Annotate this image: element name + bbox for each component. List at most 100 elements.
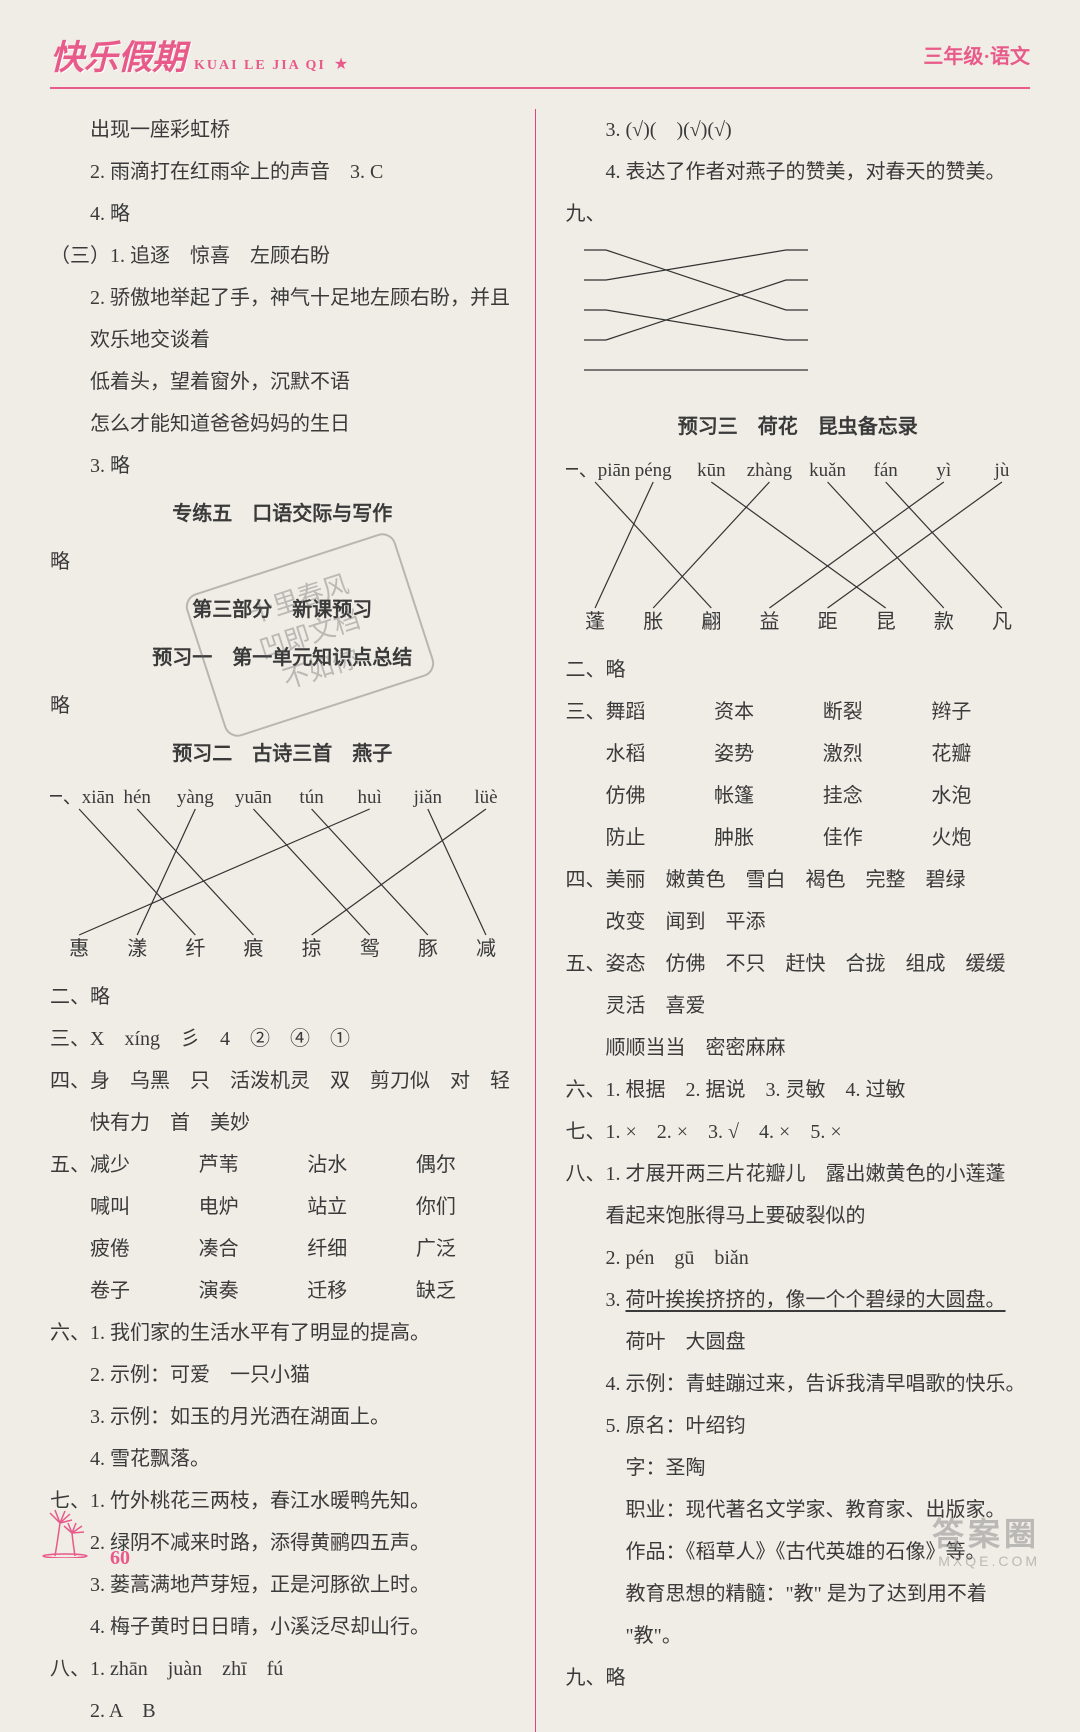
- svg-text:jiǎn: jiǎn: [413, 787, 443, 808]
- text: 怎么才能知道爸爸妈妈的生日: [50, 403, 515, 445]
- text: 四、美丽 嫩黄色 雪白 褐色 完整 碧绿: [566, 859, 1031, 901]
- svg-text:昆: 昆: [875, 611, 895, 633]
- matching-diagram-1: 一、xiānhényàngyuāntúnhuìjiǎnlüè惠漾纤痕掠鸳豚减: [50, 781, 515, 961]
- svg-text:豚: 豚: [418, 938, 438, 960]
- word-cell: 肿胀: [714, 817, 813, 859]
- word-cell: 凑合: [199, 1228, 298, 1270]
- svg-text:一、piān: 一、piān: [566, 460, 631, 481]
- text: 略: [50, 685, 515, 727]
- logo-title: 快乐假期: [50, 30, 186, 79]
- word-cell: 姿势: [714, 733, 813, 775]
- word-cell: 帐篷: [714, 775, 813, 817]
- word-cell: 偶尔: [416, 1144, 515, 1186]
- page-header: 快乐假期 KUAI LE JIA QI ★ 三年级·语文: [50, 30, 1030, 89]
- text: 3. 示例：如玉的月光洒在湖面上。: [50, 1396, 515, 1438]
- svg-text:减: 减: [476, 937, 496, 960]
- logo: 快乐假期 KUAI LE JIA QI ★: [50, 30, 348, 79]
- text: 三、X xíng 彡 4 ② ④ ①: [50, 1018, 515, 1060]
- svg-text:yuān: yuān: [235, 787, 272, 808]
- word-cell: 纤细: [307, 1228, 406, 1270]
- text: 改变 闻到 平添: [566, 901, 1031, 943]
- word-cell: 仿佛: [606, 775, 705, 817]
- svg-text:翩: 翩: [701, 610, 721, 633]
- section-title: 预习二 古诗三首 燕子: [50, 733, 515, 775]
- text: 出现一座彩虹桥: [50, 109, 515, 151]
- word-cell: 喊叫: [90, 1186, 189, 1228]
- section-title: 预习一 第一单元知识点总结: [50, 637, 515, 679]
- text: 4. 表达了作者对燕子的赞美，对春天的赞美。: [566, 151, 1031, 193]
- svg-text:yì: yì: [936, 460, 951, 481]
- text: 3. (√)( )(√)(√): [566, 109, 1031, 151]
- text: 2. 雨滴打在红雨伞上的声音 3. C: [50, 151, 515, 193]
- word-cell: 芦苇: [199, 1144, 298, 1186]
- word-cell: 演奏: [199, 1270, 298, 1312]
- text: 4. 雪花飘落。: [50, 1438, 515, 1480]
- text: 2. 骄傲地举起了手，神气十足地左顾右盼，并且: [50, 277, 515, 319]
- text: 欢乐地交谈着: [50, 319, 515, 361]
- text: 4. 梅子黄时日日晴，小溪泛尽却山行。: [50, 1606, 515, 1648]
- text: 低着头，望着窗外，沉默不语: [50, 361, 515, 403]
- text: 3. 略: [50, 445, 515, 487]
- svg-text:lüè: lüè: [474, 787, 497, 808]
- word-cell: 水泡: [931, 775, 1030, 817]
- watermark-title: 答案圈: [932, 1515, 1040, 1553]
- word-cell: 佳作: [823, 817, 922, 859]
- text: 4. 示例：青蛙蹦过来，告诉我清早唱歌的快乐。: [566, 1363, 1031, 1405]
- word-cell: 缺乏: [416, 1270, 515, 1312]
- text: 快有力 首 美妙: [50, 1102, 515, 1144]
- svg-text:jù: jù: [993, 460, 1009, 481]
- svg-text:掠: 掠: [302, 937, 322, 960]
- matching-diagram-3: 一、piānpéngkūnzhàngkuǎnfányìjù蓬胀翩益距昆款凡: [566, 454, 1031, 634]
- svg-text:蓬: 蓬: [585, 610, 605, 633]
- text: 2. A B: [50, 1690, 515, 1732]
- svg-text:胀: 胀: [643, 610, 663, 633]
- text: 看起来饱胀得马上要破裂似的: [566, 1195, 1031, 1237]
- svg-text:kūn: kūn: [697, 460, 726, 481]
- text: 荷叶 大圆盘: [566, 1321, 1031, 1363]
- section-title: 第三部分 新课预习: [50, 589, 515, 631]
- text: 二、略: [50, 976, 515, 1018]
- svg-text:益: 益: [759, 610, 779, 633]
- text: "教"。: [566, 1615, 1031, 1657]
- section-label: 五、: [50, 1144, 90, 1312]
- svg-text:tún: tún: [299, 787, 324, 808]
- page-number: 60: [110, 1547, 130, 1570]
- right-column: 3. (√)( )(√)(√) 4. 表达了作者对燕子的赞美，对春天的赞美。 九…: [535, 109, 1031, 1732]
- text: 字：圣陶: [566, 1447, 1031, 1489]
- grade-label: 三年级·语文: [923, 40, 1030, 69]
- word-cell: 挂念: [823, 775, 922, 817]
- svg-text:痕: 痕: [243, 937, 263, 960]
- word-grid-3: 舞蹈资本断裂辫子水稻姿势激烈花瓣仿佛帐篷挂念水泡防止肿胀佳作火炮: [606, 691, 1031, 859]
- site-watermark: 答案圈 MXQE.COM: [932, 1515, 1040, 1570]
- word-cell: 疲倦: [90, 1228, 189, 1270]
- text: 2. pén gū biǎn: [566, 1237, 1031, 1279]
- svg-text:纤: 纤: [185, 937, 205, 960]
- word-cell: 迁移: [307, 1270, 406, 1312]
- svg-text:yàng: yàng: [177, 787, 214, 808]
- text: 2. 示例：可爱 一只小猫: [50, 1354, 515, 1396]
- word-cell: 你们: [416, 1186, 515, 1228]
- svg-text:kuǎn: kuǎn: [809, 460, 846, 481]
- matching-diagram-2: [566, 235, 1031, 385]
- watermark-url: MXQE.COM: [932, 1553, 1040, 1570]
- word-cell: 沾水: [307, 1144, 406, 1186]
- word-cell: 防止: [606, 817, 705, 859]
- word-cell: 激烈: [823, 733, 922, 775]
- word-cell: 站立: [307, 1186, 406, 1228]
- text: 顺顺当当 密密麻麻: [566, 1027, 1031, 1069]
- text: 略: [50, 541, 515, 583]
- svg-text:一、xiān: 一、xiān: [50, 787, 115, 808]
- word-cell: 水稻: [606, 733, 705, 775]
- svg-text:fán: fán: [873, 460, 898, 481]
- palm-icon: [40, 1508, 100, 1570]
- text: 4. 略: [50, 193, 515, 235]
- text: 5. 原名：叶绍钧: [566, 1405, 1031, 1447]
- svg-text:惠: 惠: [69, 937, 89, 960]
- text: 教育思想的精髓："教" 是为了达到用不着: [566, 1573, 1031, 1615]
- word-grid-5: 减少芦苇沾水偶尔喊叫电炉站立你们疲倦凑合纤细广泛卷子演奏迁移缺乏: [90, 1144, 515, 1312]
- word-cell: 资本: [714, 691, 813, 733]
- word-cell: 辫子: [931, 691, 1030, 733]
- text: （三）1. 追逐 惊喜 左顾右盼: [50, 235, 515, 277]
- svg-text:zhàng: zhàng: [746, 460, 792, 481]
- text: 3. 荷叶挨挨挤挤的，像一个个碧绿的大圆盘。: [566, 1279, 1031, 1321]
